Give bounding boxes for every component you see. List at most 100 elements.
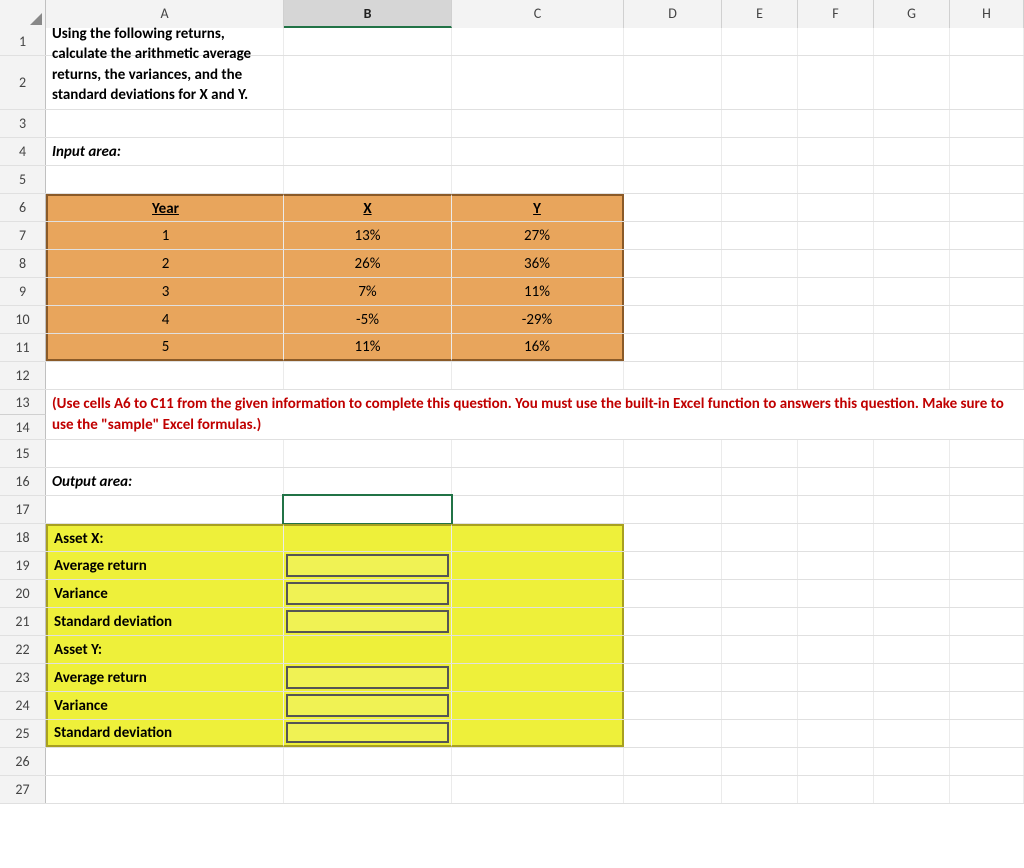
cell[interactable] [452,636,624,663]
cell[interactable] [722,468,798,495]
cell-input-std-x[interactable] [284,608,452,635]
cell-year[interactable]: 2 [46,250,284,277]
cell[interactable] [950,524,1024,551]
row-header[interactable]: 16 [0,468,46,495]
cell-problem[interactable]: Using the following returns, calculate t… [46,56,284,109]
cell[interactable] [722,334,798,361]
cell-input-var-x[interactable] [284,580,452,607]
cell[interactable] [798,580,874,607]
cell[interactable] [452,166,624,193]
cell[interactable] [284,440,452,467]
row-header[interactable]: 26 [0,748,46,775]
cell[interactable] [46,362,284,389]
cell[interactable] [722,56,798,109]
cell[interactable] [798,28,874,55]
cell[interactable] [452,552,624,579]
cell[interactable] [798,524,874,551]
cell[interactable] [284,138,452,165]
cell-input-var-y[interactable] [284,692,452,719]
cell[interactable] [284,524,452,551]
cell-input-avg-y[interactable] [284,664,452,691]
cell-x[interactable]: 13% [284,222,452,249]
cell-header-x[interactable]: X [284,194,452,221]
cell-y[interactable]: -29% [452,306,624,333]
cell[interactable] [452,664,624,691]
cell[interactable] [874,496,950,523]
cell[interactable] [874,524,950,551]
cell[interactable] [722,138,798,165]
cell[interactable] [798,306,874,333]
cell-x[interactable]: 11% [284,334,452,361]
cell[interactable] [798,468,874,495]
cell[interactable] [452,468,624,495]
cell[interactable] [452,138,624,165]
row-header[interactable]: 4 [0,138,46,165]
cell[interactable] [624,748,722,775]
cell[interactable] [950,278,1024,305]
cell[interactable] [950,692,1024,719]
cell[interactable] [874,664,950,691]
cell-year[interactable]: 3 [46,278,284,305]
cell[interactable] [798,166,874,193]
cell[interactable] [722,748,798,775]
row-header[interactable]: 3 [0,110,46,137]
cell-selected[interactable] [284,496,452,523]
cell[interactable] [874,222,950,249]
col-header-f[interactable]: F [798,0,874,28]
cell[interactable] [452,56,624,109]
cell[interactable] [722,250,798,277]
cell[interactable] [722,720,798,747]
cell[interactable] [624,608,722,635]
cell[interactable] [874,194,950,221]
cell[interactable] [874,608,950,635]
cell-header-year[interactable]: Year [46,194,284,221]
col-header-b[interactable]: B [284,0,452,28]
cell[interactable] [874,334,950,361]
cell[interactable] [452,776,624,803]
cell[interactable] [722,278,798,305]
cell-y[interactable]: 27% [452,222,624,249]
cell[interactable] [874,692,950,719]
cell[interactable] [950,468,1024,495]
cell[interactable] [624,306,722,333]
cell[interactable] [284,56,452,109]
cell[interactable] [798,278,874,305]
cell[interactable] [950,440,1024,467]
cell[interactable] [798,776,874,803]
cell[interactable] [284,28,452,55]
cell[interactable] [950,110,1024,137]
row-header[interactable]: 20 [0,580,46,607]
cell[interactable] [284,468,452,495]
cell[interactable] [950,166,1024,193]
cell[interactable] [624,110,722,137]
cell[interactable] [624,222,722,249]
cell[interactable] [46,776,284,803]
cell[interactable] [950,362,1024,389]
cell[interactable] [284,776,452,803]
cell-output-area-label[interactable]: Output area: [46,468,284,495]
row-header[interactable]: 5 [0,166,46,193]
row-header[interactable]: 10 [0,306,46,333]
cell[interactable] [874,468,950,495]
cell-stddev-x[interactable]: Standard deviation [46,608,284,635]
cell[interactable] [722,664,798,691]
cell[interactable] [874,138,950,165]
row-header[interactable]: 22 [0,636,46,663]
cell[interactable] [950,636,1024,663]
cell[interactable] [874,748,950,775]
cell[interactable] [46,496,284,523]
cell[interactable] [624,552,722,579]
row-header[interactable]: 24 [0,692,46,719]
col-header-e[interactable]: E [722,0,798,28]
row-header[interactable]: 19 [0,552,46,579]
cell-input-std-y[interactable] [284,720,452,747]
cell[interactable] [46,748,284,775]
cell[interactable] [950,250,1024,277]
row-header[interactable]: 1 [0,28,46,55]
cell[interactable] [284,636,452,663]
cell[interactable] [624,138,722,165]
cell[interactable] [722,362,798,389]
col-header-c[interactable]: C [452,0,624,28]
cell[interactable] [798,56,874,109]
cell[interactable] [874,776,950,803]
